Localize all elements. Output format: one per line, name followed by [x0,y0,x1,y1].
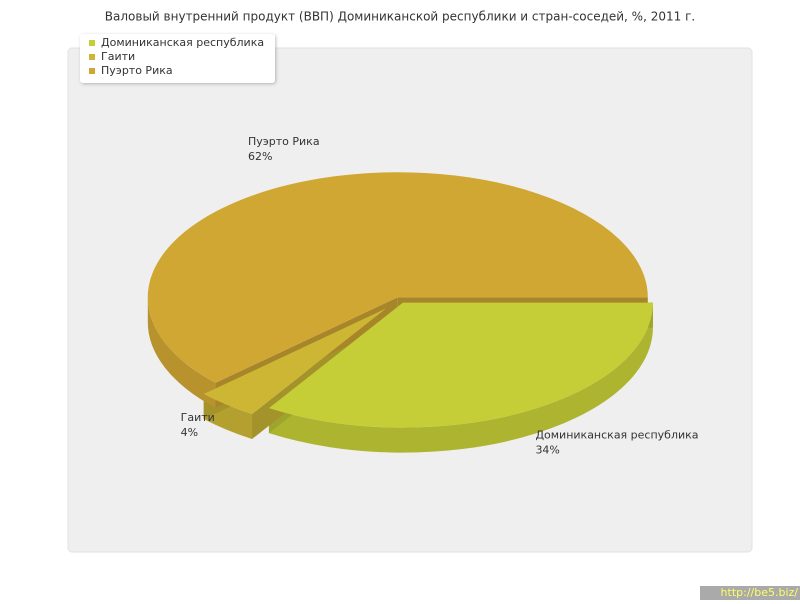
legend-label: Пуэрто Рика [101,64,173,77]
pie: Доминиканская республика 34% Гаити 4% Пуэрто… [147,135,699,456]
slice [268,302,653,428]
slice [147,172,648,383]
slice-value: 34% [535,443,559,456]
watermark-bg [700,586,800,600]
legend-marker [89,40,95,46]
slice-value: 62% [248,150,272,163]
slice-label: Доминиканская республика [535,428,698,441]
legend-label: Доминиканская республика [101,36,264,49]
watermark: http://be5.biz/ [721,586,799,599]
slice-side [268,302,653,453]
legend-box [80,34,275,83]
slice [203,308,386,415]
legend-marker [89,54,95,60]
slice-side [147,297,216,408]
chart-title: Валовый внутренний продукт (ВВП) Доминик… [105,10,695,24]
slice-label: Гаити [181,411,215,424]
slice-label: Пуэрто Рика [248,135,320,148]
legend-label: Гаити [101,50,135,63]
legend-marker [89,68,95,74]
slice-value: 4% [181,426,198,439]
